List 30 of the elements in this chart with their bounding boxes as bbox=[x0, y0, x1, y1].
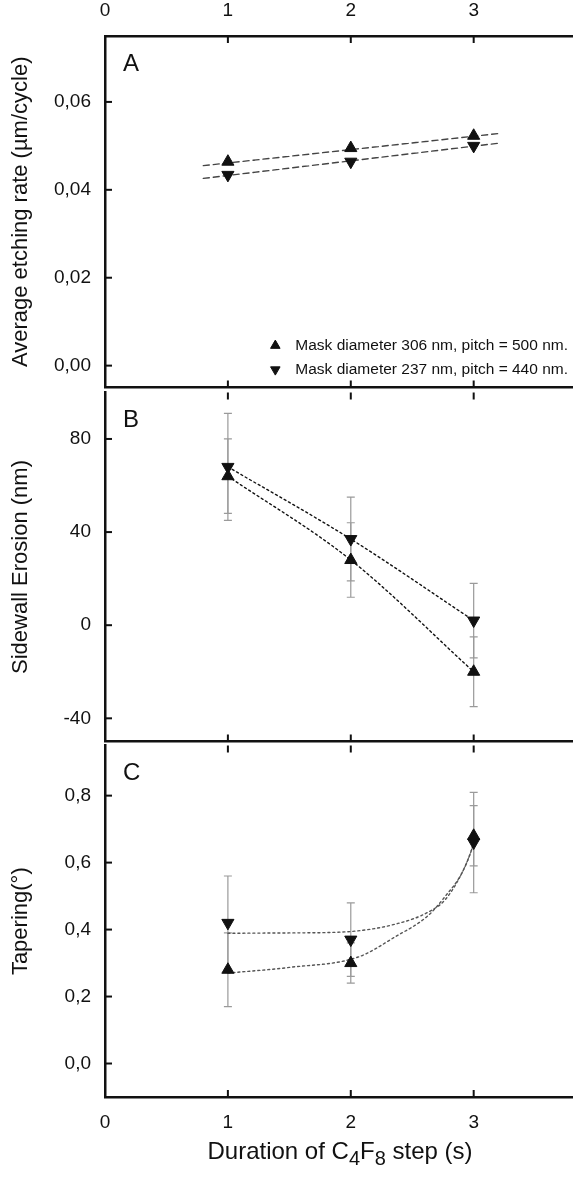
y-tick-label: 0,2 bbox=[64, 984, 91, 1006]
y-tick-label: 80 bbox=[69, 426, 91, 448]
legend-label: Mask diameter 237 nm, pitch = 440 nm. bbox=[295, 359, 569, 377]
x-tick-label: 1 bbox=[222, 1110, 234, 1132]
y-tick-label: 0,6 bbox=[64, 850, 91, 872]
x-tick-label: 2 bbox=[345, 1110, 357, 1132]
x2-tick-label: 2 bbox=[345, 0, 357, 20]
y-tick-label: 0,0 bbox=[64, 1051, 91, 1073]
y-tick-label: 0,00 bbox=[54, 353, 91, 375]
y-axis-title: Sidewall Erosion (nm) bbox=[7, 459, 33, 674]
x2-tick-label: 1 bbox=[222, 0, 234, 20]
annotation: C bbox=[123, 758, 141, 786]
annotation: B bbox=[123, 404, 140, 432]
x2-tick-label: 0 bbox=[99, 0, 111, 20]
x-axis-title: Duration of C$_{4}$F$_{8}$ step (s) bbox=[206, 1136, 474, 1169]
annotation: A bbox=[123, 48, 140, 76]
y-axis-title: Average etching rate (µm/cycle) bbox=[7, 56, 33, 368]
x-tick-label: 0 bbox=[99, 1110, 111, 1132]
y-tick-label: 0,06 bbox=[54, 90, 91, 112]
y-tick-label: 0,04 bbox=[54, 178, 92, 200]
y-tick-label: 0,02 bbox=[54, 265, 91, 287]
x-tick-label: 3 bbox=[468, 1110, 479, 1132]
y-axis-title: Tapering(°) bbox=[7, 867, 33, 976]
y-tick-label: -40 bbox=[63, 706, 91, 728]
x2-tick-label: 3 bbox=[468, 0, 479, 20]
y-tick-label: 0 bbox=[80, 612, 91, 634]
y-tick-label: 0,8 bbox=[64, 783, 91, 805]
legend-label: Mask diameter 306 nm, pitch = 500 nm. bbox=[295, 335, 569, 353]
y-tick-label: 40 bbox=[69, 519, 91, 541]
y-tick-label: 0,4 bbox=[64, 917, 92, 939]
